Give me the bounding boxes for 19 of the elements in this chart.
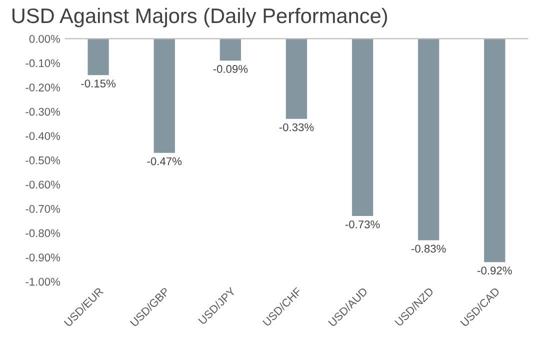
y-tick-label: -1.00% — [26, 278, 60, 286]
data-label: -0.73% — [345, 220, 380, 228]
data-label: -0.47% — [147, 157, 182, 166]
data-label: -0.15% — [81, 80, 116, 88]
y-tick-label: -0.10% — [26, 59, 60, 68]
data-label: -0.83% — [411, 244, 446, 253]
y-tick-label: -0.70% — [26, 205, 60, 213]
data-label: -0.09% — [213, 65, 248, 73]
data-label: -0.33% — [279, 123, 314, 132]
chart-title: USD Against Majors (Daily Performance) — [12, 8, 388, 28]
y-tick-label: 0.00% — [29, 34, 60, 43]
y-tick-label: -0.50% — [26, 156, 60, 164]
y-tick-label: -0.80% — [26, 229, 60, 238]
y-tick-label: -0.30% — [26, 108, 60, 116]
data-label: -0.92% — [478, 266, 512, 274]
y-tick-label: -0.20% — [26, 84, 60, 92]
y-tick-label: -0.60% — [26, 180, 60, 189]
y-tick-label: -0.90% — [26, 254, 60, 262]
y-tick-label: -0.40% — [26, 132, 60, 140]
